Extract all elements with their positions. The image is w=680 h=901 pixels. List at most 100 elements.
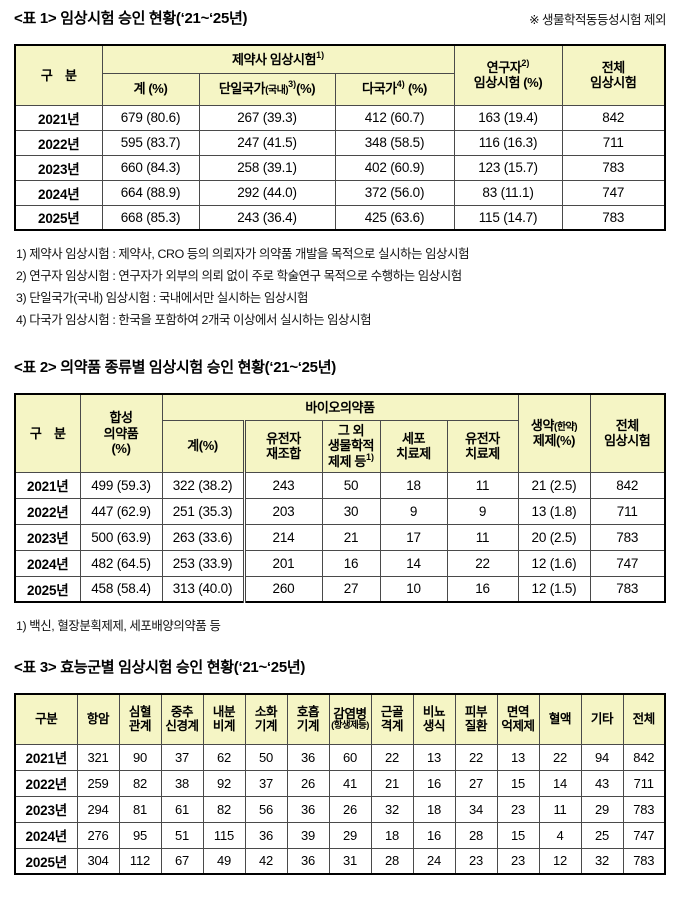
cell: 24 [412, 847, 456, 875]
t1-h-sum: 계 (%) [101, 72, 200, 106]
cell: 304 [76, 847, 120, 875]
row-year: 2025년 [14, 575, 81, 603]
cell: 36 [286, 847, 330, 875]
t2-h-sum: 계(%) [161, 419, 245, 473]
table1: 구 분 제약사 임상시험1) 연구자2) 임상시험 (%) 전체 임상시험 계 … [14, 44, 666, 231]
table1-title: <표 1> 임상시험 승인 현황(‘21~‘25년) [14, 10, 248, 27]
table-row: 2021년 321 90 37 62 50 36 60 22 13 22 13 … [14, 743, 666, 771]
t2-h-bio: 바이오의약품 [161, 393, 519, 421]
t2-h-herbal-label: 생약 [530, 417, 555, 433]
cell: 458 (58.4) [79, 575, 163, 603]
cell: 425 (63.6) [334, 204, 455, 231]
t2-h-other-bio: 그 외 생물학적 제제 등1) [321, 419, 381, 473]
t3-h-cns: 중추 신경계 [160, 693, 204, 745]
cell: 43 [580, 769, 624, 797]
cell: 16 [446, 575, 519, 603]
cell: 15 [496, 821, 540, 849]
t1-h-researcher-sup: 2) [521, 57, 530, 68]
cell: 4 [538, 821, 582, 849]
cell: 11 [446, 471, 519, 499]
t3-h-musculoskeletal: 근골 격계 [370, 693, 414, 745]
t2-h-other-line1: 그 외 [337, 423, 365, 438]
cell: 60 [328, 743, 372, 771]
cell: 747 [589, 549, 666, 577]
cell: 10 [379, 575, 448, 603]
cell: 37 [160, 743, 204, 771]
cell: 447 (62.9) [79, 497, 163, 525]
t2-h-herbal-line2: 제제(%) [532, 433, 576, 449]
cell: 412 (60.7) [334, 104, 455, 131]
t3-h-infectious-line2: (항생제등) [331, 720, 369, 732]
cell: 22 [538, 743, 582, 771]
cell: 13 [412, 743, 456, 771]
t2-h-cell-therapy: 세포 치료제 [379, 419, 448, 473]
table1-head: 구 분 제약사 임상시험1) 연구자2) 임상시험 (%) 전체 임상시험 계 … [14, 44, 666, 106]
cell: 123 (15.7) [453, 154, 563, 181]
cell: 82 [118, 769, 162, 797]
table3-title: <표 3> 효능군별 임상시험 승인 현황(‘21~‘25년) [14, 659, 306, 676]
t3-h-dermatology: 피부 질환 [454, 693, 498, 745]
cell: 783 [622, 795, 666, 823]
cell: 30 [321, 497, 381, 525]
table2-section: <표 2> 의약품 종류별 임상시험 승인 현황(‘21~‘25년) 구 분 합… [14, 357, 666, 637]
cell: 81 [118, 795, 162, 823]
cell: 36 [244, 821, 288, 849]
cell: 62 [202, 743, 246, 771]
cell: 17 [379, 523, 448, 551]
cell: 11 [446, 523, 519, 551]
table-row: 2023년 294 81 61 82 56 36 26 32 18 34 23 … [14, 795, 666, 823]
t2-h-herbal-line1: 생약(한약) [521, 418, 588, 434]
cell: 163 (19.4) [453, 104, 563, 131]
cell: 9 [379, 497, 448, 525]
cell: 28 [370, 847, 414, 875]
table-row: 2021년 679 (80.6) 267 (39.3) 412 (60.7) 1… [14, 104, 666, 131]
cell: 32 [370, 795, 414, 823]
cell: 36 [286, 795, 330, 823]
t1-h-single-pct: (%) [296, 81, 316, 97]
cell: 22 [446, 549, 519, 577]
t3-h-total: 전체 [622, 693, 666, 745]
row-year: 2023년 [14, 795, 78, 823]
row-year: 2023년 [14, 523, 81, 551]
row-year: 2021년 [14, 471, 81, 499]
cell: 12 [538, 847, 582, 875]
t2-h-other-line3: 제제 등1) [325, 452, 378, 469]
table-row: 2025년 304 112 67 49 42 36 31 28 24 23 23… [14, 847, 666, 875]
cell: 21 [321, 523, 381, 551]
t2-h-herbal-paren: (한약) [554, 421, 578, 433]
cell: 51 [160, 821, 204, 849]
cell: 313 (40.0) [161, 575, 245, 603]
t3-h-immunosuppressant: 면역 억제제 [496, 693, 540, 745]
cell: 203 [242, 497, 323, 525]
cell: 41 [328, 769, 372, 797]
cell: 402 (60.9) [334, 154, 455, 181]
row-year: 2024년 [14, 821, 78, 849]
cell: 783 [561, 154, 666, 181]
cell: 595 (83.7) [101, 129, 200, 156]
cell: 37 [244, 769, 288, 797]
cell: 67 [160, 847, 204, 875]
footnote: 4) 다국가 임상시험 : 한국을 포함하여 2개국 이상에서 실시하는 임상시… [16, 313, 372, 327]
cell: 15 [496, 769, 540, 797]
cell: 18 [379, 471, 448, 499]
footnote: 1) 백신, 혈장분획제제, 세포배양의약품 등 [16, 619, 221, 633]
table2-footnotes: 1) 백신, 혈장분획제제, 세포배양의약품 등 [14, 615, 666, 637]
t1-h-researcher-trials: 연구자2) 임상시험 (%) [453, 44, 563, 106]
cell: 12 (1.5) [517, 575, 591, 603]
row-year: 2024년 [14, 179, 103, 206]
cell: 27 [321, 575, 381, 603]
cell: 11 [538, 795, 582, 823]
table2-head: 구 분 합성 의약품 (%) 바이오의약품 생약(한약) 제제(%) 전체 임상… [14, 393, 666, 473]
cell: 83 (11.1) [453, 179, 563, 206]
table3-body: 2021년 321 90 37 62 50 36 60 22 13 22 13 … [14, 743, 666, 875]
footnote: 2) 연구자 임상시험 : 연구자가 외부의 의뢰 없이 주로 학술연구 목적으… [16, 269, 462, 283]
row-year: 2024년 [14, 549, 81, 577]
cell: 372 (56.0) [334, 179, 455, 206]
cell: 29 [328, 821, 372, 849]
table-row: 2022년 595 (83.7) 247 (41.5) 348 (58.5) 1… [14, 129, 666, 156]
cell: 26 [286, 769, 330, 797]
cell: 711 [561, 129, 666, 156]
t2-h-herbal: 생약(한약) 제제(%) [517, 393, 591, 473]
table2-title: <표 2> 의약품 종류별 임상시험 승인 현황(‘21~‘25년) [14, 359, 336, 376]
cell: 90 [118, 743, 162, 771]
